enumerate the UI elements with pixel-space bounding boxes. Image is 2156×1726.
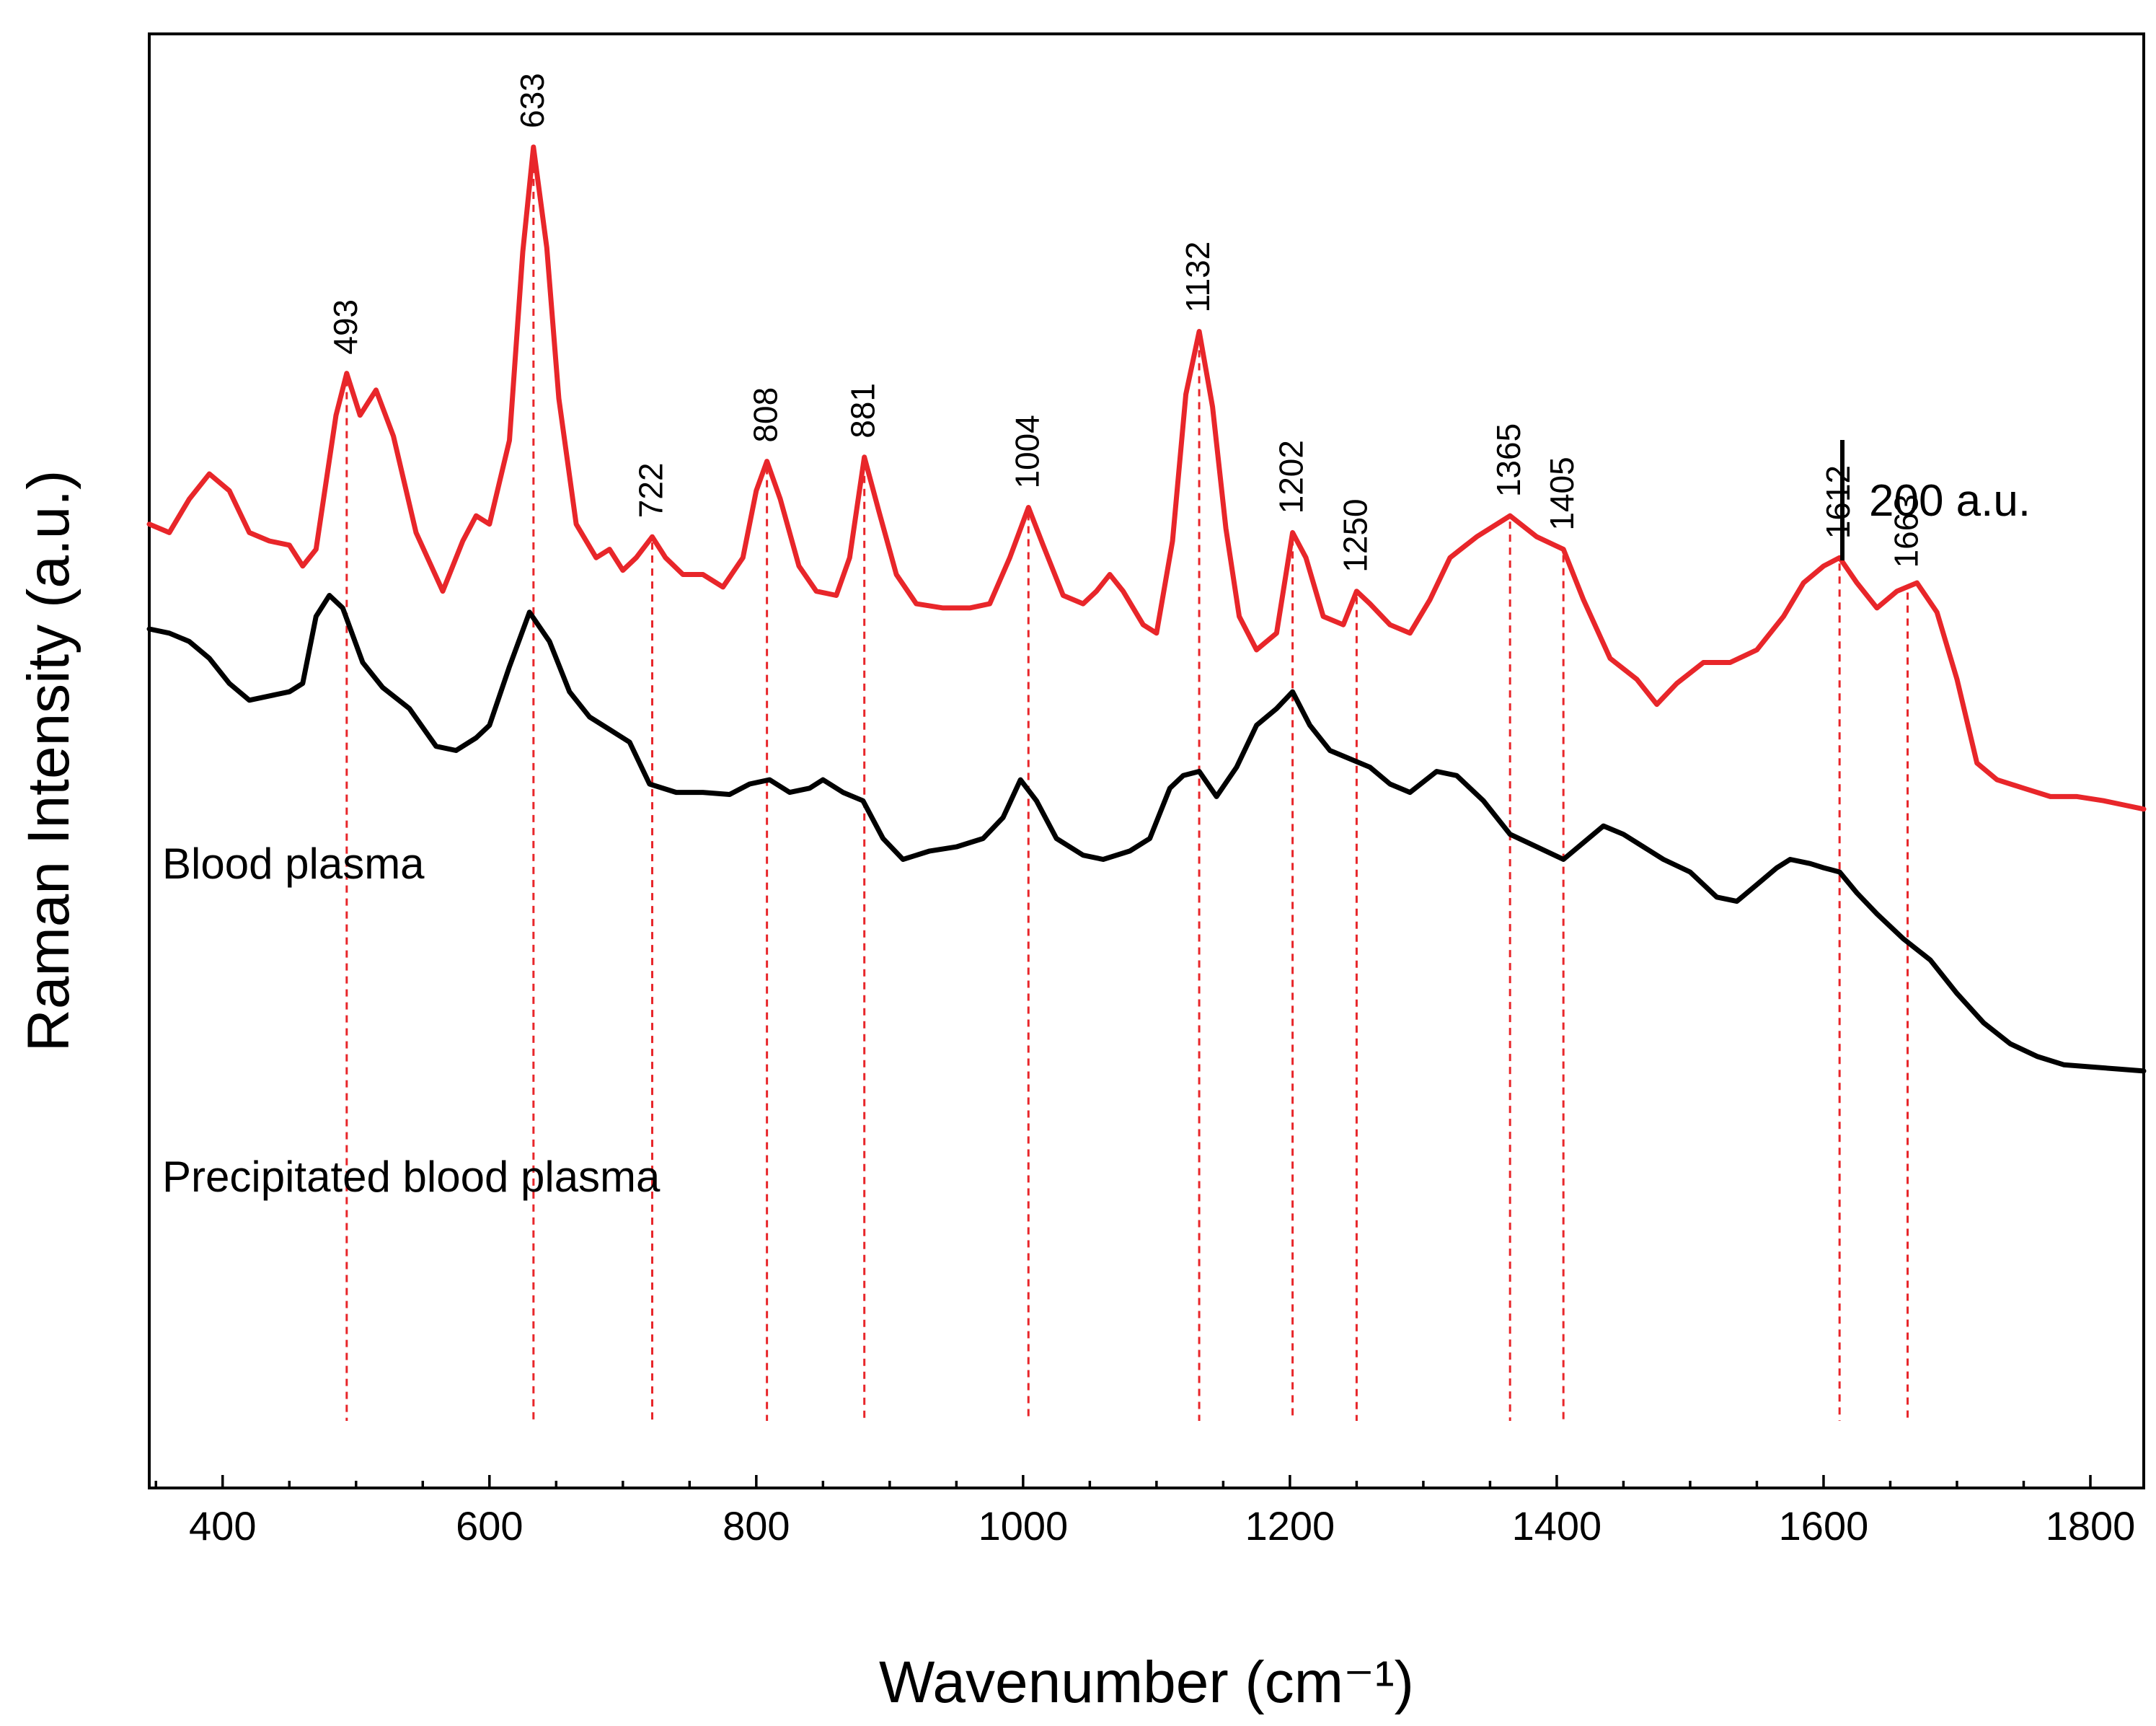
peak-label-722: 722: [632, 462, 670, 518]
peak-label-808: 808: [747, 387, 785, 443]
peak-label-1202: 1202: [1273, 440, 1310, 514]
peak-label-1250: 1250: [1336, 498, 1374, 572]
series-line-blood-plasma: [146, 144, 2147, 812]
x-tick-label-1400: 1400: [1512, 1503, 1602, 1549]
peak-label-1365: 1365: [1490, 423, 1527, 497]
series-label-blood-plasma: Blood plasma: [162, 840, 425, 888]
x-tick-label-1200: 1200: [1245, 1503, 1335, 1549]
plot-frame: [148, 32, 2145, 1489]
peak-label-1612: 1612: [1819, 465, 1857, 539]
peak-labels-group: 493 633 722 808 881 1004 1132 1202 1250 1365 1405 1…: [327, 73, 1925, 573]
series-line-precipitated-blood-plasma: [146, 593, 2147, 1074]
series-lines-group: [146, 144, 2147, 1074]
scale-bar-label: 200 a.u.: [1869, 476, 2031, 526]
series-label-precipitated-blood-plasma: Precipitated blood plasma: [162, 1153, 661, 1201]
x-axis-ticks: 400 600 800 1000 1200 1400 1600 1800: [154, 1475, 2136, 1549]
peak-label-633: 633: [513, 73, 551, 128]
peak-label-1004: 1004: [1008, 415, 1046, 488]
x-tick-label-800: 800: [723, 1503, 790, 1549]
peak-lines-group: [345, 152, 1909, 1422]
x-tick-label-1000: 1000: [978, 1503, 1069, 1549]
peak-label-1132: 1132: [1179, 242, 1216, 313]
x-tick-label-1600: 1600: [1779, 1503, 1869, 1549]
x-axis-label: Wavenumber (cm⁻¹): [879, 1650, 1414, 1715]
x-tick-label-600: 600: [456, 1503, 523, 1549]
peak-label-1663: 1663: [1888, 494, 1925, 568]
peak-label-881: 881: [844, 383, 882, 439]
peak-label-493: 493: [327, 299, 364, 355]
y-axis-label: Raman Intensity (a.u.): [16, 470, 81, 1052]
peak-label-1405: 1405: [1543, 457, 1581, 530]
x-tick-label-1800: 1800: [2046, 1503, 2136, 1549]
x-tick-label-400: 400: [189, 1503, 256, 1549]
